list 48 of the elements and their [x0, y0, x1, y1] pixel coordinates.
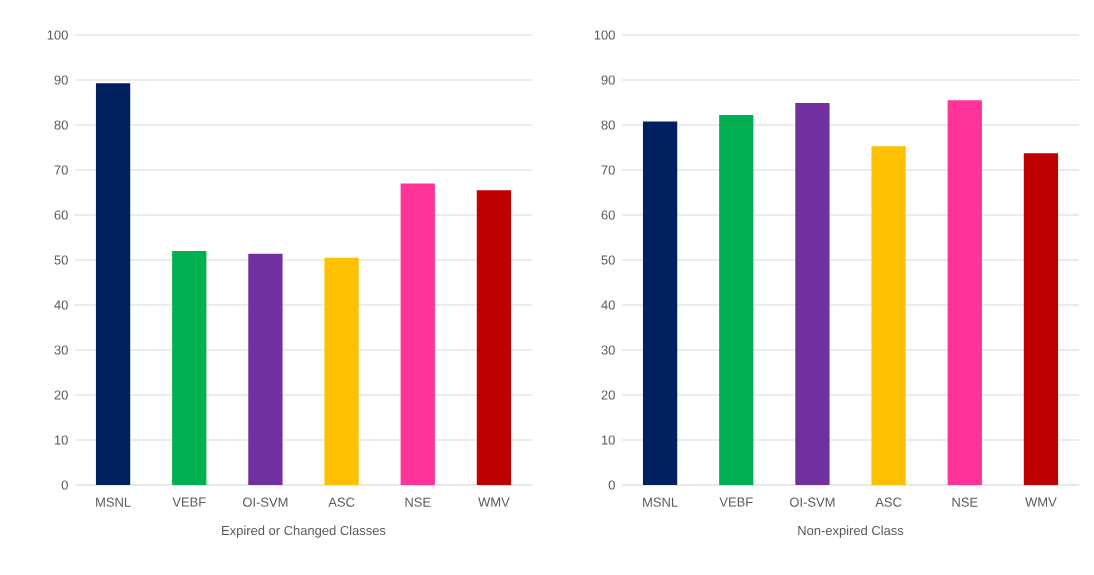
bar	[248, 253, 283, 485]
bar	[95, 83, 131, 485]
y-tick-label: 100	[47, 30, 68, 40]
x-tick-label: VEBF	[719, 497, 753, 507]
x-tick-label: NSE	[405, 497, 431, 507]
y-tick-label: 80	[54, 120, 68, 130]
y-tick-label: 50	[54, 255, 68, 265]
y-tick-label: 50	[601, 255, 615, 265]
y-tick-label: 80	[601, 120, 615, 130]
y-tick-label: 0	[61, 480, 68, 490]
x-tick-label: WMV	[478, 497, 510, 507]
x-tick-label: MSNL	[643, 497, 678, 507]
y-tick-label: 30	[54, 345, 68, 355]
y-tick-label: 0	[608, 480, 615, 490]
x-tick-label: OI-SVM	[243, 497, 288, 507]
bar	[400, 183, 435, 485]
x-tick-label: VEBF	[172, 497, 206, 507]
y-tick-label: 20	[54, 390, 68, 400]
x-tick-label: WMV	[1025, 497, 1057, 507]
y-tick-label: 30	[601, 345, 615, 355]
y-tick-label: 60	[54, 210, 68, 220]
y-tick-label: 40	[54, 300, 68, 310]
x-tick-label: MSNL	[96, 497, 131, 507]
bar	[1023, 153, 1059, 485]
bar	[476, 190, 512, 485]
x-tick-label: NSE	[952, 497, 978, 507]
y-tick-label: 10	[54, 435, 68, 445]
y-tick-label: 90	[54, 75, 68, 85]
x-axis-title: Non-expired Class	[798, 525, 904, 538]
bar	[871, 146, 906, 485]
bar	[172, 251, 207, 485]
y-tick-label: 10	[601, 435, 615, 445]
bar	[324, 257, 359, 485]
y-tick-label: 70	[54, 165, 68, 175]
y-tick-label: 20	[601, 390, 615, 400]
y-tick-label: 90	[601, 75, 615, 85]
x-tick-label: OI-SVM	[790, 497, 835, 507]
bar	[795, 102, 830, 485]
y-tick-label: 70	[601, 165, 615, 175]
bar	[947, 100, 982, 485]
bar	[642, 121, 678, 485]
x-axis-title: Expired or Changed Classes	[222, 525, 386, 538]
y-tick-label: 100	[594, 30, 615, 40]
y-tick-label: 40	[601, 300, 615, 310]
x-tick-label: ASC	[328, 497, 355, 507]
bar	[719, 115, 754, 485]
y-tick-label: 60	[601, 210, 615, 220]
x-tick-label: ASC	[875, 497, 902, 507]
